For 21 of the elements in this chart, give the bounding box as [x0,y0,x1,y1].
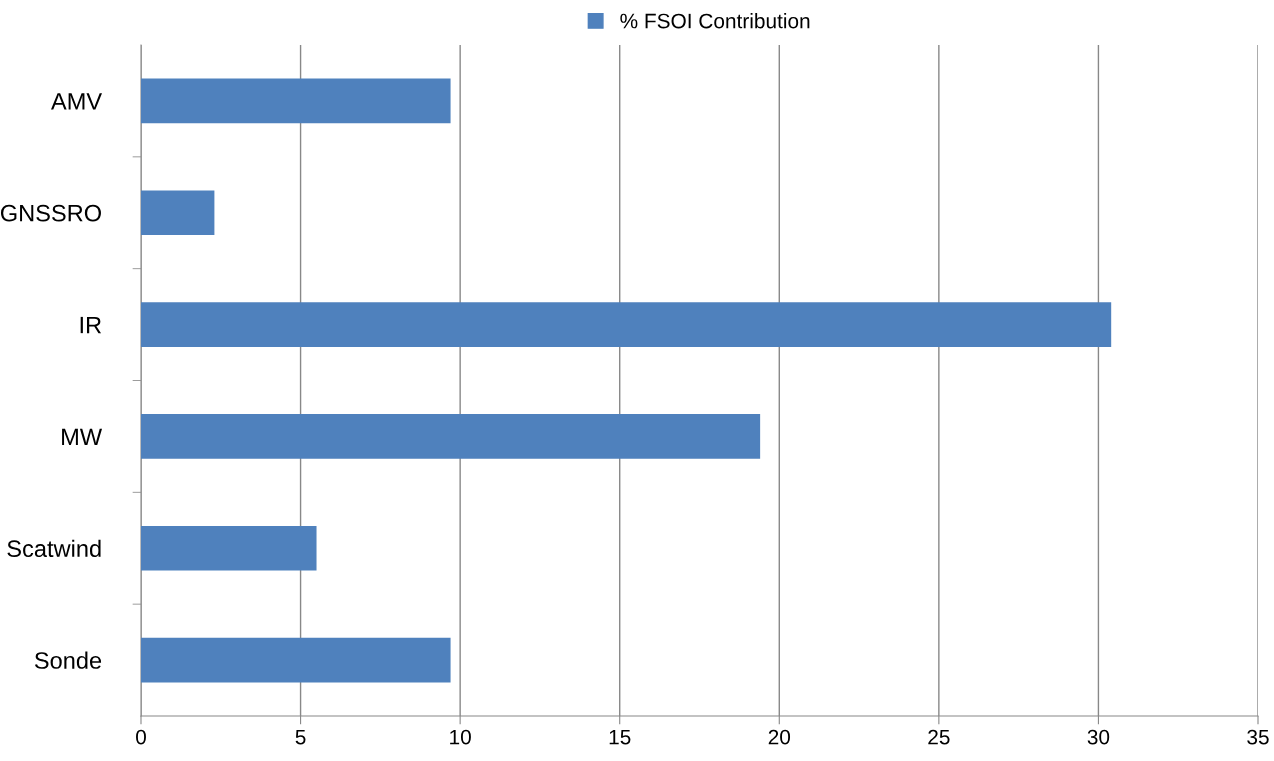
bar [141,414,761,459]
x-tick-label: 15 [609,729,631,745]
y-tick-label: MW [62,428,103,445]
x-tick-label: 20 [768,729,791,745]
y-tick-label: GNSSRO [0,204,101,222]
x-tick-label: 35 [1247,729,1269,745]
x-tick-label: 5 [295,729,306,745]
bar [141,190,215,236]
x-tick-label: 30 [1087,729,1110,745]
y-tick-label: AMV [50,93,103,110]
bar [141,525,317,571]
x-tick-label: 10 [450,729,471,745]
bar [141,302,1112,347]
bar [141,78,451,124]
y-tick-label: IR [80,316,102,334]
legend-label: % FSOI Contribution [620,13,810,29]
x-tick-label: 0 [136,729,146,745]
y-tick-label: Scatwind [7,539,101,558]
y-tick-label: Sonde [34,651,102,669]
x-tick-label: 25 [928,729,950,745]
bar [141,637,451,683]
